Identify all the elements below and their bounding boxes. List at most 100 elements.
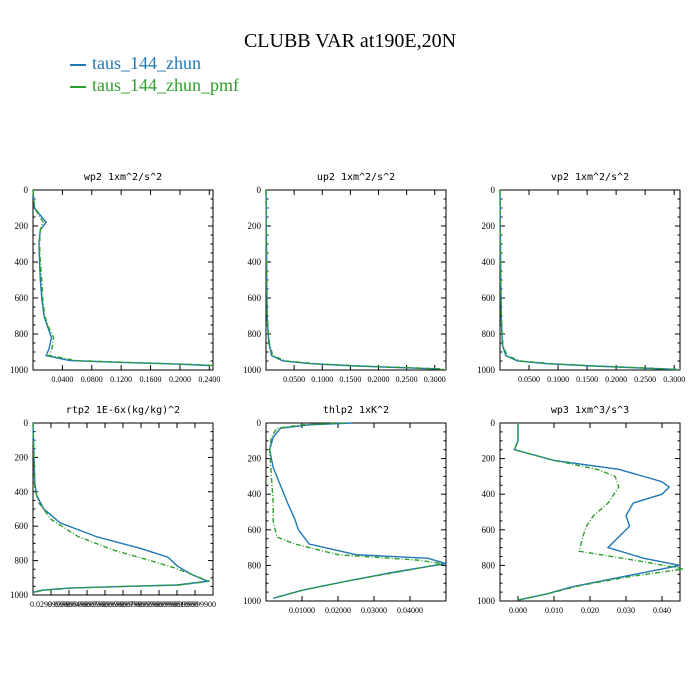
y-tick-label-4-2: 400 xyxy=(15,487,29,497)
series-line-4-2 xyxy=(32,422,210,594)
series-line-5-2 xyxy=(268,422,443,599)
y-tick-label-5-5: 1000 xyxy=(243,596,262,606)
panel-title-4: rtp2 1E-6x(kg/kg)^2 xyxy=(66,405,180,416)
legend-swatch-2 xyxy=(70,85,86,88)
panel-title-3: vp2 1xm^2/s^2 xyxy=(551,172,629,183)
x-tick-label-5-0: 0.01000 xyxy=(289,606,315,615)
panel-frame-1 xyxy=(32,189,214,371)
x-tick-label-2-1: 0.1000 xyxy=(311,375,333,384)
x-tick-label-1-3: 0.1600 xyxy=(140,375,162,384)
x-tick-label-3-2: 0.1500 xyxy=(576,375,598,384)
x-tick-label-3-3: 0.2000 xyxy=(605,375,627,384)
panel-frame-4 xyxy=(32,422,214,596)
series-line-2-1 xyxy=(265,189,441,370)
x-tick-label-4-4: 0.069999900 xyxy=(102,600,144,609)
x-tick-label-1-1: 0.0800 xyxy=(81,375,103,384)
x-tick-label-1-2: 0.1200 xyxy=(110,375,132,384)
y-tick-label-4-4: 800 xyxy=(15,556,29,566)
legend-swatch-1 xyxy=(70,63,86,66)
y-tick-label-1-3: 600 xyxy=(15,293,29,303)
y-tick-label-3-2: 400 xyxy=(482,257,496,267)
legend-item-1: taus_144_zhun xyxy=(70,52,201,74)
y-tick-label-5-0: 0 xyxy=(257,418,262,428)
series-line-4-1 xyxy=(32,422,211,594)
panel-frame-3 xyxy=(499,189,681,371)
y-tick-label-6-2: 400 xyxy=(482,489,496,499)
y-tick-label-6-3: 600 xyxy=(482,525,496,535)
y-tick-label-1-5: 1000 xyxy=(10,365,29,375)
y-tick-label-1-0: 0 xyxy=(24,185,29,195)
panel-title-1: wp2 1xm^2/s^2 xyxy=(84,172,162,183)
y-tick-label-2-2: 400 xyxy=(248,257,262,267)
x-tick-label-1-4: 0.2000 xyxy=(169,375,191,384)
x-tick-label-2-3: 0.2000 xyxy=(368,375,390,384)
x-tick-label-2-0: 0.0500 xyxy=(283,375,305,384)
panel-frame-6 xyxy=(499,422,681,602)
legend-label-2: taus_144_zhun_pmf xyxy=(92,75,239,95)
panel-frame-5 xyxy=(265,422,447,602)
x-tick-label-4-7: 0.099999900 xyxy=(156,600,198,609)
x-tick-label-2-2: 0.1500 xyxy=(339,375,361,384)
x-tick-label-5-2: 0.03000 xyxy=(361,606,387,615)
x-tick-label-4-5: 0.079999900 xyxy=(120,600,162,609)
y-tick-label-2-4: 800 xyxy=(248,329,262,339)
x-tick-label-3-1: 0.1000 xyxy=(547,375,569,384)
series-line-5-1 xyxy=(268,422,447,599)
y-tick-label-3-3: 600 xyxy=(482,293,496,303)
y-tick-label-5-1: 200 xyxy=(248,454,262,464)
legend-item-2: taus_144_zhun_pmf xyxy=(70,74,239,96)
x-tick-label-6-0: 0.000 xyxy=(509,606,527,615)
y-tick-label-5-4: 800 xyxy=(248,560,262,570)
x-tick-label-4-8: 0.109999900 xyxy=(174,600,216,609)
x-tick-label-4-2: 0.049999900 xyxy=(66,600,108,609)
y-tick-label-4-5: 1000 xyxy=(10,590,29,600)
panel-title-6: wp3 1xm^3/s^3 xyxy=(551,405,629,416)
x-tick-label-5-3: 0.04000 xyxy=(397,606,423,615)
y-tick-label-3-4: 800 xyxy=(482,329,496,339)
y-tick-label-6-4: 800 xyxy=(482,560,496,570)
x-tick-label-5-1: 0.02000 xyxy=(325,606,351,615)
x-tick-label-3-0: 0.0500 xyxy=(518,375,540,384)
x-tick-label-4-0: 0.029999900 xyxy=(30,600,72,609)
series-line-6-2 xyxy=(513,423,684,601)
legend-label-1: taus_144_zhun xyxy=(92,53,201,73)
y-tick-label-2-0: 0 xyxy=(257,185,262,195)
x-tick-label-4-1: 0.039999900 xyxy=(48,600,90,609)
series-line-3-1 xyxy=(499,189,678,371)
y-tick-label-6-1: 200 xyxy=(482,454,496,464)
x-tick-label-1-0: 0.0400 xyxy=(51,375,73,384)
series-line-3-2 xyxy=(499,189,681,371)
y-tick-label-4-0: 0 xyxy=(24,418,29,428)
y-tick-label-2-1: 200 xyxy=(248,221,262,231)
y-tick-label-5-3: 600 xyxy=(248,525,262,535)
series-line-1-2 xyxy=(32,189,214,367)
x-tick-label-6-4: 0.040 xyxy=(653,606,671,615)
series-line-6-1 xyxy=(513,423,681,601)
y-tick-label-5-2: 400 xyxy=(248,489,262,499)
y-tick-label-2-3: 600 xyxy=(248,293,262,303)
x-tick-label-4-6: 0.089999900 xyxy=(138,600,180,609)
x-tick-label-1-5: 0.2400 xyxy=(198,375,220,384)
y-tick-label-6-5: 1000 xyxy=(477,596,496,606)
panel-title-5: thlp2 1xK^2 xyxy=(323,405,389,416)
page-title: CLUBB VAR at190E,20N xyxy=(243,30,457,52)
x-tick-label-6-2: 0.020 xyxy=(581,606,599,615)
y-tick-label-4-1: 200 xyxy=(15,452,29,462)
y-tick-label-6-0: 0 xyxy=(491,418,496,428)
x-tick-label-6-3: 0.030 xyxy=(617,606,635,615)
x-tick-label-3-4: 0.2500 xyxy=(634,375,656,384)
y-tick-label-2-5: 1000 xyxy=(243,365,262,375)
x-tick-label-4-3: 0.059999900 xyxy=(84,600,126,609)
y-tick-label-1-1: 200 xyxy=(15,221,29,231)
series-line-1-1 xyxy=(32,189,210,367)
y-tick-label-1-2: 400 xyxy=(15,257,29,267)
y-tick-label-1-4: 800 xyxy=(15,329,29,339)
x-tick-label-2-5: 0.3000 xyxy=(424,375,446,384)
series-line-2-2 xyxy=(265,189,447,370)
x-tick-label-6-1: 0.010 xyxy=(545,606,563,615)
y-tick-label-3-1: 200 xyxy=(482,221,496,231)
x-tick-label-3-5: 0.3000 xyxy=(663,375,685,384)
panel-frame-2 xyxy=(265,189,447,371)
panel-title-2: up2 1xm^2/s^2 xyxy=(317,172,395,183)
